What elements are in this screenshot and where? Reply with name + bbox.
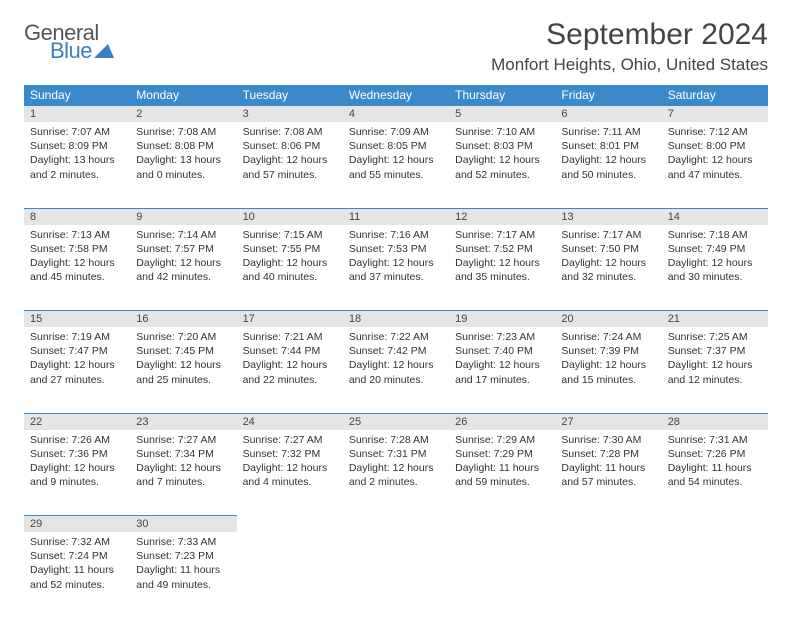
daynum-row: 15161718192021 [24, 311, 768, 328]
day-number [662, 516, 768, 533]
day-cell [237, 532, 343, 618]
day-number [449, 516, 555, 533]
day-number: 17 [237, 311, 343, 328]
day-cell: Sunrise: 7:19 AMSunset: 7:47 PMDaylight:… [24, 327, 130, 413]
daynum-row: 891011121314 [24, 208, 768, 225]
day-number: 27 [555, 413, 661, 430]
day-number: 14 [662, 208, 768, 225]
day-number: 10 [237, 208, 343, 225]
day-cell: Sunrise: 7:25 AMSunset: 7:37 PMDaylight:… [662, 327, 768, 413]
day-number: 2 [130, 106, 236, 123]
location: Monfort Heights, Ohio, United States [491, 55, 768, 75]
day-number [343, 516, 449, 533]
day-cell: Sunrise: 7:31 AMSunset: 7:26 PMDaylight:… [662, 430, 768, 516]
day-cell [343, 532, 449, 618]
day-cell: Sunrise: 7:21 AMSunset: 7:44 PMDaylight:… [237, 327, 343, 413]
day-cell: Sunrise: 7:11 AMSunset: 8:01 PMDaylight:… [555, 122, 661, 208]
day-number: 18 [343, 311, 449, 328]
logo-line1: General [24, 22, 114, 44]
day-cell: Sunrise: 7:22 AMSunset: 7:42 PMDaylight:… [343, 327, 449, 413]
col-friday: Friday [555, 85, 661, 106]
day-cell: Sunrise: 7:28 AMSunset: 7:31 PMDaylight:… [343, 430, 449, 516]
content-row: Sunrise: 7:13 AMSunset: 7:58 PMDaylight:… [24, 225, 768, 311]
month-title: September 2024 [491, 18, 768, 52]
day-number [237, 516, 343, 533]
day-number: 4 [343, 106, 449, 123]
day-cell: Sunrise: 7:24 AMSunset: 7:39 PMDaylight:… [555, 327, 661, 413]
day-number: 29 [24, 516, 130, 533]
day-number: 1 [24, 106, 130, 123]
day-number: 24 [237, 413, 343, 430]
day-number: 7 [662, 106, 768, 123]
daynum-row: 22232425262728 [24, 413, 768, 430]
day-number: 13 [555, 208, 661, 225]
day-cell: Sunrise: 7:08 AMSunset: 8:08 PMDaylight:… [130, 122, 236, 208]
day-number: 26 [449, 413, 555, 430]
day-cell: Sunrise: 7:14 AMSunset: 7:57 PMDaylight:… [130, 225, 236, 311]
day-cell: Sunrise: 7:08 AMSunset: 8:06 PMDaylight:… [237, 122, 343, 208]
day-number: 8 [24, 208, 130, 225]
day-cell: Sunrise: 7:32 AMSunset: 7:24 PMDaylight:… [24, 532, 130, 618]
day-number: 21 [662, 311, 768, 328]
col-monday: Monday [130, 85, 236, 106]
col-saturday: Saturday [662, 85, 768, 106]
day-cell: Sunrise: 7:30 AMSunset: 7:28 PMDaylight:… [555, 430, 661, 516]
day-number: 11 [343, 208, 449, 225]
day-number: 12 [449, 208, 555, 225]
day-cell [449, 532, 555, 618]
day-number: 15 [24, 311, 130, 328]
daynum-row: 1234567 [24, 106, 768, 123]
day-number: 23 [130, 413, 236, 430]
day-number: 28 [662, 413, 768, 430]
day-number: 30 [130, 516, 236, 533]
header-row: Sunday Monday Tuesday Wednesday Thursday… [24, 85, 768, 106]
day-cell: Sunrise: 7:26 AMSunset: 7:36 PMDaylight:… [24, 430, 130, 516]
day-cell: Sunrise: 7:07 AMSunset: 8:09 PMDaylight:… [24, 122, 130, 208]
day-cell: Sunrise: 7:18 AMSunset: 7:49 PMDaylight:… [662, 225, 768, 311]
day-cell [555, 532, 661, 618]
calendar-table: Sunday Monday Tuesday Wednesday Thursday… [24, 85, 768, 618]
day-cell: Sunrise: 7:13 AMSunset: 7:58 PMDaylight:… [24, 225, 130, 311]
day-number: 22 [24, 413, 130, 430]
day-cell: Sunrise: 7:17 AMSunset: 7:50 PMDaylight:… [555, 225, 661, 311]
day-cell: Sunrise: 7:33 AMSunset: 7:23 PMDaylight:… [130, 532, 236, 618]
day-number: 16 [130, 311, 236, 328]
content-row: Sunrise: 7:32 AMSunset: 7:24 PMDaylight:… [24, 532, 768, 618]
day-cell: Sunrise: 7:20 AMSunset: 7:45 PMDaylight:… [130, 327, 236, 413]
day-cell: Sunrise: 7:12 AMSunset: 8:00 PMDaylight:… [662, 122, 768, 208]
day-cell: Sunrise: 7:17 AMSunset: 7:52 PMDaylight:… [449, 225, 555, 311]
day-cell: Sunrise: 7:09 AMSunset: 8:05 PMDaylight:… [343, 122, 449, 208]
day-number [555, 516, 661, 533]
day-number: 19 [449, 311, 555, 328]
daynum-row: 2930 [24, 516, 768, 533]
day-number: 9 [130, 208, 236, 225]
day-number: 20 [555, 311, 661, 328]
col-sunday: Sunday [24, 85, 130, 106]
day-cell: Sunrise: 7:27 AMSunset: 7:32 PMDaylight:… [237, 430, 343, 516]
day-number: 25 [343, 413, 449, 430]
col-tuesday: Tuesday [237, 85, 343, 106]
day-number: 3 [237, 106, 343, 123]
day-cell: Sunrise: 7:15 AMSunset: 7:55 PMDaylight:… [237, 225, 343, 311]
day-cell: Sunrise: 7:29 AMSunset: 7:29 PMDaylight:… [449, 430, 555, 516]
day-cell [662, 532, 768, 618]
day-cell: Sunrise: 7:23 AMSunset: 7:40 PMDaylight:… [449, 327, 555, 413]
day-cell: Sunrise: 7:10 AMSunset: 8:03 PMDaylight:… [449, 122, 555, 208]
content-row: Sunrise: 7:19 AMSunset: 7:47 PMDaylight:… [24, 327, 768, 413]
day-cell: Sunrise: 7:16 AMSunset: 7:53 PMDaylight:… [343, 225, 449, 311]
day-cell: Sunrise: 7:27 AMSunset: 7:34 PMDaylight:… [130, 430, 236, 516]
content-row: Sunrise: 7:26 AMSunset: 7:36 PMDaylight:… [24, 430, 768, 516]
col-wednesday: Wednesday [343, 85, 449, 106]
day-number: 6 [555, 106, 661, 123]
col-thursday: Thursday [449, 85, 555, 106]
day-number: 5 [449, 106, 555, 123]
logo: General Blue [24, 18, 114, 62]
content-row: Sunrise: 7:07 AMSunset: 8:09 PMDaylight:… [24, 122, 768, 208]
